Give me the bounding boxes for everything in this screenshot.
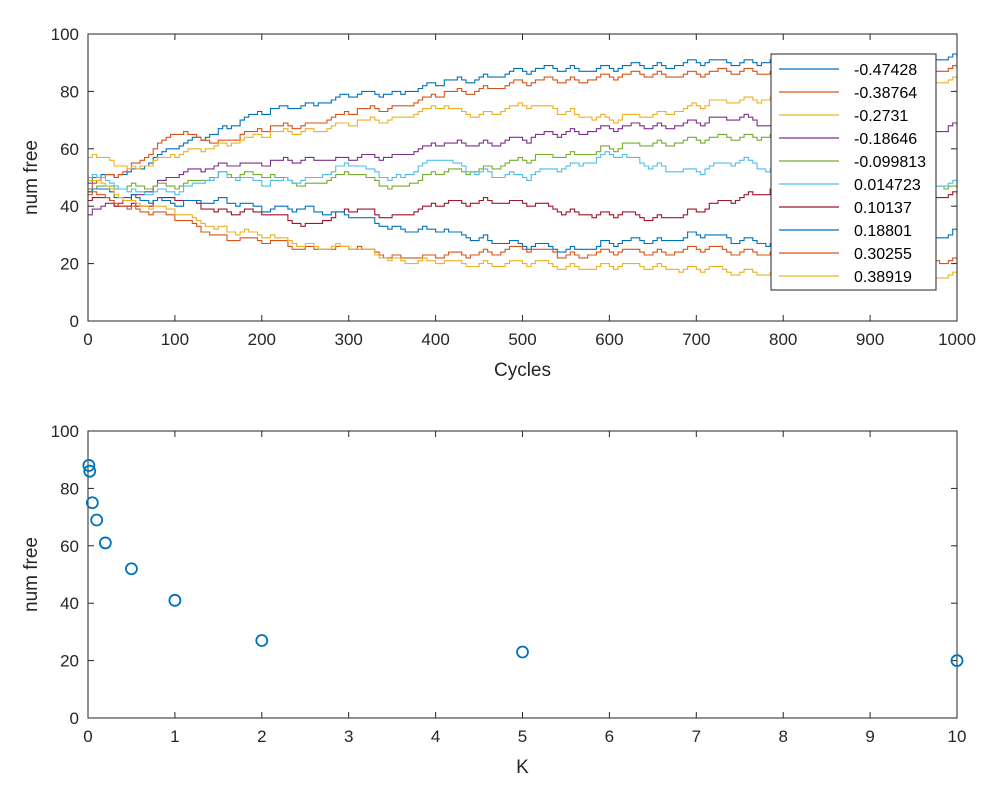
- y-axis-label: num free: [21, 537, 42, 612]
- scatter-point-6: [168, 593, 182, 607]
- x-tick-label: 900: [856, 330, 884, 349]
- y-axis-label: num free: [21, 140, 42, 215]
- scatter-point-8: [516, 645, 529, 659]
- x-tick-label: 3: [344, 727, 353, 746]
- x-tick-label: 200: [248, 330, 276, 349]
- y-tick-label: 0: [70, 709, 79, 728]
- x-axis-label: K: [516, 757, 529, 778]
- legend-entry-5: 0.014723: [854, 177, 921, 194]
- legend-entry-0: -0.47428: [854, 62, 917, 79]
- legend-entry-6: 0.10137: [854, 200, 912, 217]
- y-tick-label: 20: [60, 255, 79, 274]
- legend-entry-3: -0.18646: [854, 131, 917, 148]
- x-tick-label: 700: [682, 330, 710, 349]
- x-tick-label: 300: [335, 330, 363, 349]
- y-tick-label: 60: [60, 537, 79, 556]
- legend-entry-8: 0.30255: [854, 246, 912, 263]
- x-tick-label: 8: [778, 727, 787, 746]
- scatter-point-2: [85, 496, 99, 510]
- legend-entry-9: 0.38919: [854, 269, 912, 286]
- y-tick-label: 100: [51, 422, 79, 441]
- x-tick-label: 5: [518, 727, 527, 746]
- legend-entry-1: -0.38764: [854, 85, 917, 102]
- x-tick-label: 6: [605, 727, 614, 746]
- x-tick-label: 0: [83, 727, 92, 746]
- scatter-point-3: [90, 513, 104, 527]
- y-tick-label: 0: [70, 312, 79, 331]
- y-tick-label: 60: [60, 140, 79, 159]
- x-tick-label: 7: [692, 727, 701, 746]
- y-tick-label: 80: [60, 479, 79, 498]
- legend-entry-7: 0.18801: [854, 223, 912, 240]
- x-tick-label: 2: [257, 727, 266, 746]
- legend-entry-4: -0.099813: [854, 154, 926, 171]
- plot-area: [88, 431, 957, 718]
- x-axis-label: Cycles: [494, 360, 551, 381]
- x-tick-label: 1: [170, 727, 179, 746]
- y-tick-label: 100: [51, 25, 79, 44]
- y-tick-label: 40: [60, 594, 79, 613]
- scatter-point-0: [82, 459, 96, 472]
- y-tick-label: 80: [60, 82, 79, 101]
- plot-frame: [87, 33, 958, 322]
- x-tick-label: 500: [508, 330, 536, 349]
- cycles-line-chart: 0 100 200 300 400 500 600 700 800 900 1000 0 20 40 60 8…: [21, 25, 976, 381]
- x-tick-label: 100: [161, 330, 189, 349]
- y-tick-label: 20: [60, 652, 79, 671]
- legend: -0.47428 -0.38764 -0.2731 -0.18646 -0.099813…: [770, 53, 937, 291]
- legend-entry-2: -0.2731: [854, 108, 908, 125]
- x-tick-label: 4: [431, 727, 440, 746]
- scatter-point-5: [125, 562, 138, 576]
- x-tick-label: 9: [865, 727, 874, 746]
- x-tick-label: 800: [769, 330, 797, 349]
- x-tick-label: 1000: [938, 330, 976, 349]
- legend-box: [770, 53, 937, 291]
- x-tick-label: 400: [421, 330, 449, 349]
- x-tick-label: 600: [595, 330, 623, 349]
- scatter-point-4: [98, 536, 112, 550]
- x-tick-label: 10: [948, 727, 967, 746]
- scatter-point-1: [83, 464, 97, 478]
- plot-frame: [87, 430, 958, 719]
- y-tick-label: 40: [60, 197, 79, 216]
- x-tick-label: 0: [83, 330, 92, 349]
- scatter-point-9: [950, 654, 964, 667]
- scatter-point-7: [255, 634, 269, 647]
